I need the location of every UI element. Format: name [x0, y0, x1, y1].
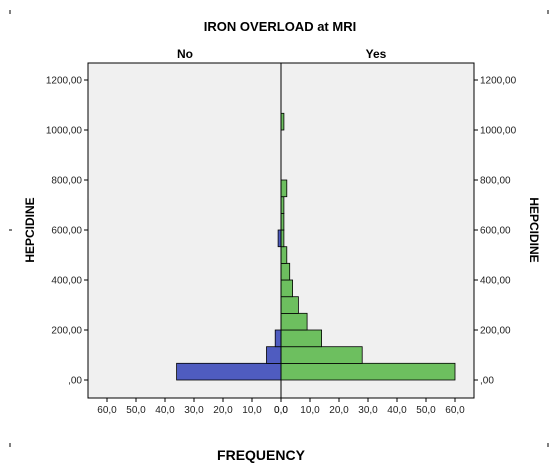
y-tick-label-left: 800,00 — [51, 176, 82, 187]
y-tick-label-right: 200,00 — [480, 326, 511, 337]
bar-no-1 — [266, 346, 282, 364]
y-tick-label-right: 800,00 — [480, 176, 511, 187]
x-tick-label-left: 40,0 — [155, 405, 175, 416]
y-tick-label-left: ,00 — [68, 376, 82, 387]
bar-yes-3 — [280, 312, 308, 331]
y-tick-label-right: 1200,00 — [480, 76, 517, 87]
chart-title: IRON OVERLOAD at MRI — [204, 19, 356, 34]
x-tick-label-left: 30,0 — [184, 405, 204, 416]
x-tick-label-right: 10,0 — [300, 405, 320, 416]
bar-yes-11 — [280, 179, 288, 198]
y-tick-label-left: 400,00 — [51, 276, 82, 287]
y-axis-label-left: HEPCIDINE — [23, 197, 37, 262]
x-tick-label-left: 60,0 — [97, 405, 117, 416]
y-tick-label-right: 400,00 — [480, 276, 511, 287]
bars-group — [176, 112, 456, 381]
x-tick-label-right: 50,0 — [416, 405, 436, 416]
outer-frame — [9, 10, 549, 447]
panel-label-yes: Yes — [366, 47, 387, 61]
x-tick-label-left: 20,0 — [213, 405, 233, 416]
bar-yes-6 — [280, 262, 291, 281]
bar-yes-2 — [280, 329, 322, 348]
bar-yes-0 — [280, 362, 456, 381]
y-tick-label-right: 600,00 — [480, 226, 511, 237]
bar-yes-7 — [280, 246, 288, 264]
y-tick-label-right: ,00 — [480, 376, 494, 387]
panel-label-no: No — [177, 47, 193, 61]
y-tick-label-left: 200,00 — [51, 326, 82, 337]
bar-yes-5 — [280, 279, 294, 298]
x-tick-label-right: 30,0 — [358, 405, 378, 416]
bar-yes-4 — [280, 296, 299, 314]
bar-no-0 — [176, 362, 282, 381]
y-tick-label-right: 1000,00 — [480, 126, 517, 137]
x-tick-label-left: 50,0 — [126, 405, 146, 416]
x-tick-label-left: 10,0 — [242, 405, 262, 416]
x-tick-label-left: 0,0 — [274, 405, 288, 416]
bar-no-2 — [274, 329, 282, 348]
y-axis-label-right: HEPCIDINE — [527, 197, 541, 262]
axes-group: ,00 ,00 200,00 200,00 400,00 400,00 600,00 600,… — [46, 63, 517, 416]
x-tick-label-right: 0,0 — [274, 405, 288, 416]
x-tick-label-right: 60,0 — [445, 405, 465, 416]
y-tick-label-left: 600,00 — [51, 226, 82, 237]
x-tick-label-right: 40,0 — [387, 405, 407, 416]
x-axis-label: FREQUENCY — [217, 447, 306, 463]
y-tick-label-left: 1200,00 — [46, 76, 83, 87]
y-tick-label-left: 1000,00 — [46, 126, 83, 137]
x-tick-label-right: 20,0 — [329, 405, 349, 416]
bar-yes-1 — [280, 346, 363, 364]
